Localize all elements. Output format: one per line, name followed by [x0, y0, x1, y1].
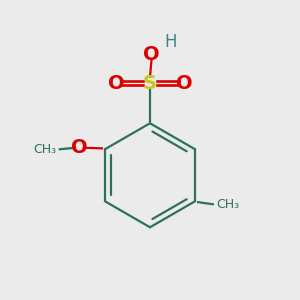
Text: O: O	[176, 74, 193, 93]
Text: O: O	[143, 45, 160, 64]
Text: CH₃: CH₃	[216, 198, 239, 211]
Text: O: O	[71, 138, 88, 157]
Text: H: H	[165, 33, 177, 51]
Text: S: S	[143, 74, 157, 93]
Text: O: O	[107, 74, 124, 93]
Text: CH₃: CH₃	[33, 143, 56, 156]
